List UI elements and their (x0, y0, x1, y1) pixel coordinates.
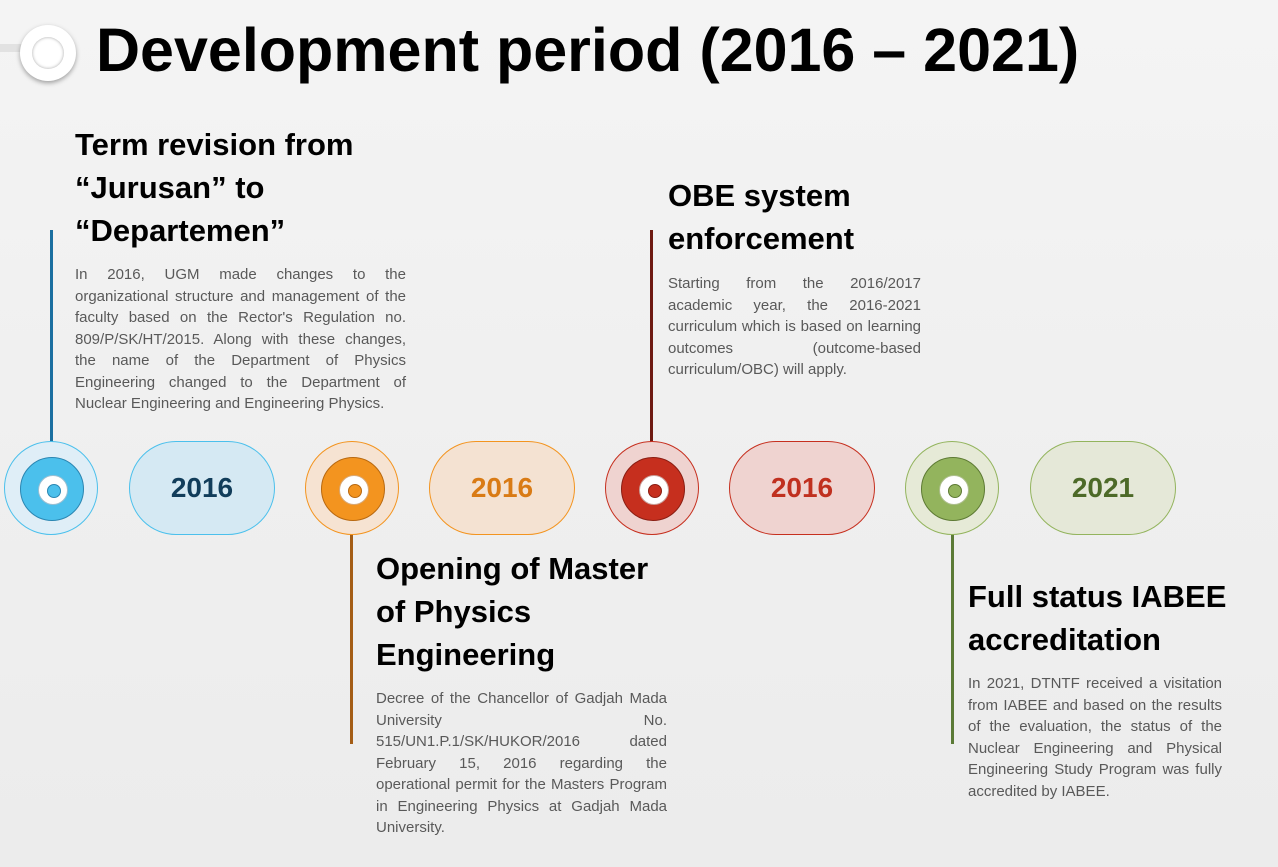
event-2-heading-line: Opening of Master (376, 551, 649, 586)
event-4-description: In 2021, DTNTF received a visitation fro… (968, 675, 1222, 800)
event-2-heading-line: Engineering (376, 637, 556, 672)
event-3-heading-line: OBE system (668, 178, 851, 213)
event-1-heading-line: Term revision from (75, 127, 354, 162)
event-3-description: Starting from the 2016/2017 academic yea… (668, 275, 921, 378)
event-1-heading: Term revision from “Jurusan” to “Departe… (75, 123, 435, 252)
event-3-connector-line (650, 230, 653, 456)
event-2-year-badge: 2016 (429, 441, 575, 535)
event-3-node-icon (605, 441, 699, 535)
page-title: Development period (2016 – 2021) (96, 16, 1080, 84)
event-3-heading-line: enforcement (668, 221, 855, 256)
event-2-heading: Opening of Master of Physics Engineering (376, 547, 696, 676)
title-ring-icon (20, 25, 76, 81)
event-3-heading: OBE system enforcement (668, 174, 988, 260)
event-1-node-icon (4, 441, 98, 535)
event-4-heading-line: accreditation (968, 622, 1161, 657)
event-4-node-icon (905, 441, 999, 535)
title-connector (0, 44, 30, 52)
event-1-heading-line: “Jurusan” to (75, 170, 265, 205)
event-4-heading: Full status IABEE accreditation (968, 575, 1268, 661)
event-2-heading-line: of Physics (376, 594, 532, 629)
event-1-description: In 2016, UGM made changes to the organiz… (75, 266, 406, 412)
event-4-year-badge: 2021 (1030, 441, 1176, 535)
event-1-year-badge: 2016 (129, 441, 275, 535)
event-2-node-icon (305, 441, 399, 535)
event-4-heading-line: Full status IABEE (968, 579, 1227, 614)
event-3-year-badge: 2016 (729, 441, 875, 535)
event-2-connector-line (350, 518, 353, 744)
event-1-heading-line: “Departemen” (75, 213, 286, 248)
event-4-connector-line (951, 518, 954, 744)
event-1-connector-line (50, 230, 53, 456)
event-2-description: Decree of the Chancellor of Gadjah Mada … (376, 690, 667, 836)
